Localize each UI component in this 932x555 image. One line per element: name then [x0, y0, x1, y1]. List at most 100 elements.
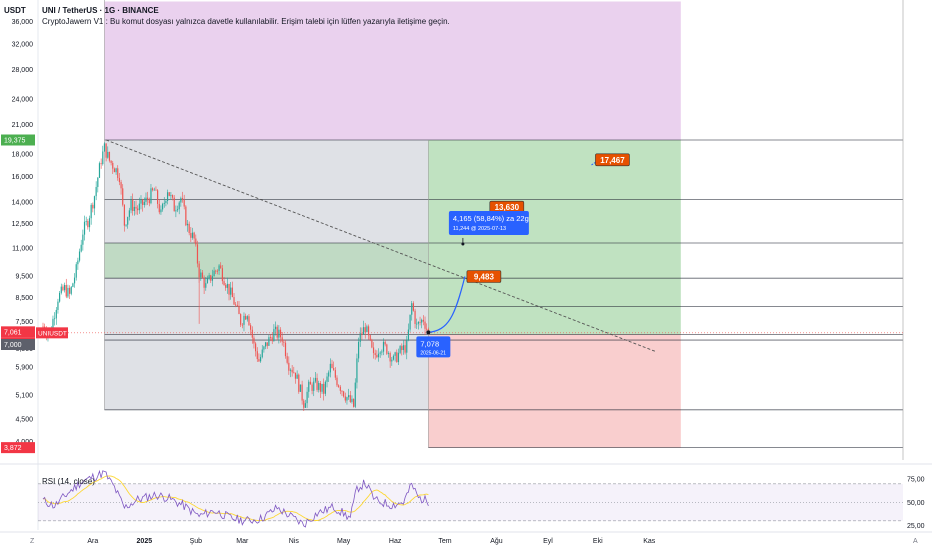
candle: [392, 354, 395, 361]
candle-body: [132, 199, 134, 212]
candle-body: [416, 323, 418, 325]
candle: [351, 395, 353, 404]
candle-body: [113, 168, 116, 173]
candle-body: [160, 209, 162, 213]
candle: [166, 189, 169, 205]
projection-line2: 11,244 @ 2025-07-13: [453, 226, 506, 232]
time-tick: Ağu: [490, 538, 503, 545]
candle-body: [147, 197, 149, 201]
candle-body: [318, 383, 320, 390]
candle-body: [369, 335, 371, 340]
candle: [421, 318, 423, 329]
candle: [369, 334, 371, 342]
candle: [318, 380, 320, 393]
candle-body: [73, 277, 76, 284]
candle: [113, 167, 116, 173]
candle: [225, 283, 227, 291]
candle: [364, 322, 366, 339]
candle: [353, 398, 355, 408]
candle-body: [306, 391, 308, 404]
candle-body: [100, 163, 102, 165]
candle: [183, 194, 185, 210]
candle-body: [394, 352, 396, 356]
anchor-tooltip: 7,078 2025-06-21: [416, 336, 451, 358]
candle: [55, 307, 57, 325]
candle: [168, 192, 170, 197]
candle-body: [191, 232, 194, 238]
candle-body: [419, 322, 421, 323]
candle: [396, 349, 398, 363]
candle: [417, 321, 419, 330]
candle-body: [386, 344, 388, 354]
candle: [175, 205, 177, 218]
symbol-title[interactable]: UNI / TetherUS · 1G · BINANCE: [42, 6, 159, 15]
candle: [291, 365, 293, 377]
candle: [216, 269, 219, 275]
candle-body: [163, 202, 165, 204]
price-tick: 5,900: [15, 365, 33, 372]
candle: [161, 202, 164, 212]
candle-body: [286, 356, 288, 363]
scale-mode-button[interactable]: Z: [30, 538, 35, 545]
candle-body: [411, 303, 413, 315]
candle-body: [263, 346, 265, 350]
target-value: 13,630: [495, 203, 520, 212]
candle-body: [361, 333, 363, 335]
candle-body: [284, 342, 287, 357]
candle: [157, 189, 159, 209]
candle: [377, 348, 380, 362]
candle-body: [377, 353, 380, 358]
candle: [160, 205, 162, 215]
candle-body: [54, 318, 56, 320]
anchor-price: 7,078: [420, 339, 439, 348]
badge-ticker-bg: [36, 327, 68, 339]
candle: [288, 356, 290, 375]
candle: [259, 354, 262, 363]
candle-body: [308, 381, 310, 392]
candle: [258, 353, 260, 363]
zone-red: [428, 334, 681, 448]
candle: [233, 293, 235, 305]
candle-body: [75, 264, 77, 278]
candle: [279, 327, 282, 343]
candle-body: [396, 352, 398, 363]
candle-body: [85, 221, 87, 222]
time-tick: Eyl: [543, 538, 553, 545]
candle-body: [122, 188, 124, 205]
candle: [411, 300, 413, 321]
candle: [357, 337, 360, 363]
rsi-tick: 50,00: [907, 500, 925, 507]
candle-body: [296, 374, 298, 379]
candle: [205, 277, 207, 291]
candle-body: [399, 346, 401, 353]
candle-body: [175, 210, 177, 212]
candle-body: [328, 372, 330, 377]
candle: [158, 199, 160, 215]
candle: [426, 323, 428, 332]
candle-body: [63, 285, 66, 291]
candle: [231, 281, 233, 298]
candle: [399, 344, 401, 355]
candle-body: [301, 384, 303, 401]
candle-body: [88, 218, 91, 228]
candle-body: [57, 301, 59, 310]
rsi-title[interactable]: RSI (14, close): [42, 477, 95, 486]
indicator-title[interactable]: CryptoJawern V1 : Bu komut dosyası yalnı…: [42, 17, 450, 26]
candle-body: [190, 233, 192, 238]
candle-body: [329, 363, 331, 373]
candle-body: [110, 160, 112, 163]
candle: [203, 275, 205, 295]
candle: [253, 335, 255, 349]
candle-body: [422, 319, 424, 322]
candle: [293, 366, 295, 374]
candle-body: [357, 341, 360, 359]
candle-body: [203, 277, 205, 288]
auto-scale-button[interactable]: A: [913, 538, 918, 545]
candle-body: [426, 328, 428, 330]
time-tick: Eki: [593, 538, 603, 545]
badge-level: 7,000: [1, 339, 35, 350]
candle: [416, 318, 418, 329]
candle: [105, 143, 107, 162]
